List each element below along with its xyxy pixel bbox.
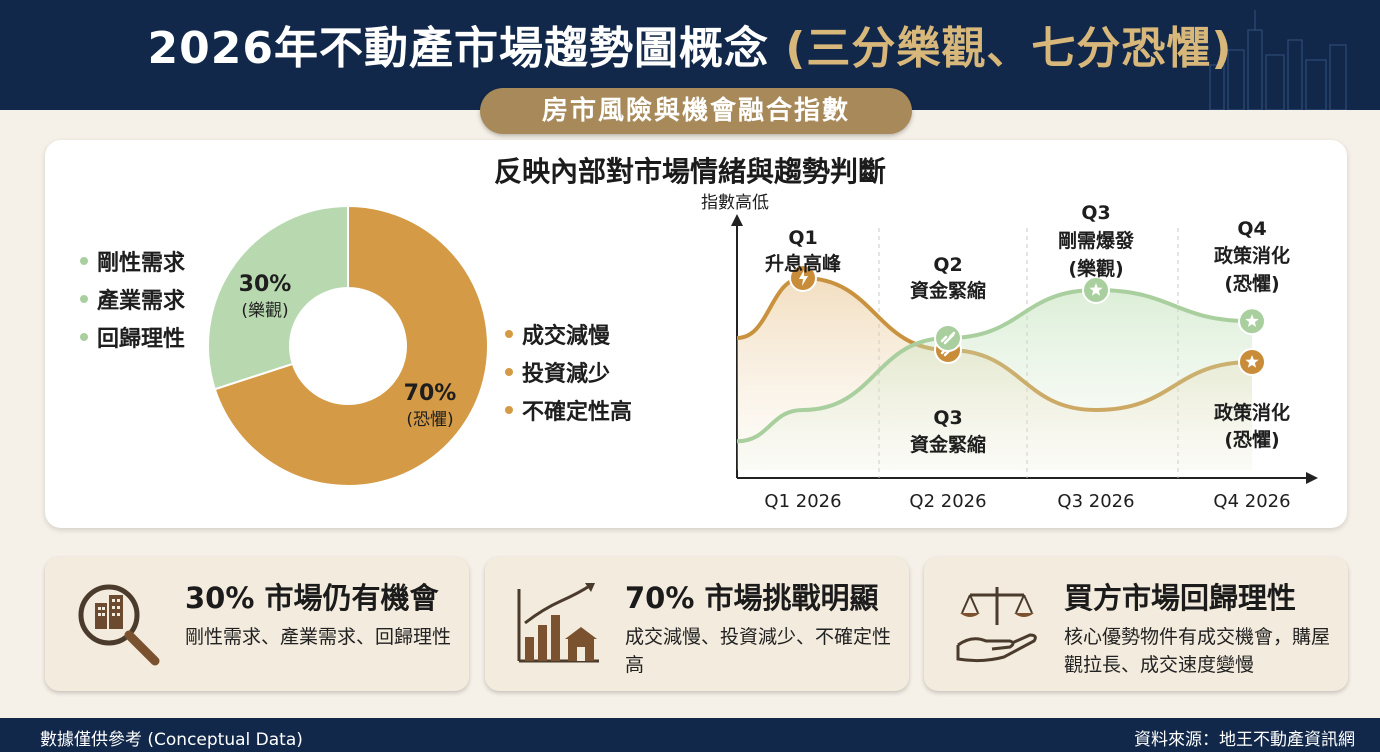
legend-item: 成交減慢 [505,315,632,353]
title-main: 2026年不動產市場趨勢圖概念 [147,23,769,74]
annot-q4-bottom: 政策消化 [1214,401,1290,424]
card-body: 核心優勢物件有成交機會，購屋觀拉長、成交速度變慢 [1064,626,1331,676]
legend-item: 回歸理性 [80,318,185,356]
series-area-1 [737,290,1252,470]
annot-q4-top: Q4 [1237,218,1266,240]
annot-q1-top: Q1 [788,227,817,249]
footer-note: 數據僅供參考 (Conceptual Data) [40,730,303,750]
page-title: 2026年不動產市場趨勢圖概念 (三分樂觀、七分恐懼) [0,12,1380,76]
x-tick-labels: Q1 2026 Q2 2026 Q3 2026 Q4 2026 [764,491,1290,512]
x-tick-label: Q2 2026 [909,491,986,512]
annot-q3-bottom: Q3 [933,407,962,429]
star-icon [1089,283,1103,296]
link-icon [940,331,956,345]
data-point [934,324,962,352]
annot-q4-top-note: (恐懼) [1224,272,1279,295]
y-axis-label: 指數高低 [701,193,769,213]
annot-q2-top-desc: 資金緊縮 [910,279,986,302]
x-tick-label: Q4 2026 [1213,491,1290,512]
optimism-pct-label: 30% [239,272,292,297]
fear-pct-label: 70% [404,381,457,406]
footer: 數據僅供參考 (Conceptual Data) 資料來源：地王不動產資訊網 [0,718,1380,752]
annot-q3-bottom-desc: 資金緊縮 [910,433,986,456]
annot-q1-top-desc: 升息高峰 [765,252,842,275]
header-banner: 2026年不動產市場趨勢圖概念 (三分樂觀、七分恐懼) [0,0,1380,110]
bottom-card-opportunity: 30% 市場仍有機會 剛性需求、產業需求、回歸理性 [45,557,469,691]
bottom-card-buyers: 買方市場回歸理性 核心優勢物件有成交機會，購屋觀拉長、成交速度變慢 [924,557,1348,691]
annot-q4-top-desc: 政策消化 [1214,244,1290,267]
magnifier-buildings-icon [78,584,160,666]
footer-source: 資料來源：地王不動產資訊網 [1134,730,1355,750]
card-title: 70% 市場挑戰明顯 [625,581,879,615]
legend-fear: 成交減慢 投資減少 不確定性高 [505,315,632,429]
star-icon [1245,314,1259,327]
card-heading: 反映內部對市場情緒與趨勢判斷 [493,155,886,188]
donut-slice-恐懼 [213,204,489,487]
annot-q3-top-desc: 剛需爆發 [1058,229,1135,252]
card-title: 買方市場回歸理性 [1064,581,1297,615]
optimism-text-label: (樂觀) [241,301,288,321]
legend-optimism: 剛性需求 產業需求 回歸理性 [80,242,185,356]
x-tick-label: Q1 2026 [764,491,841,512]
annot-q3-top-note: (樂觀) [1068,257,1123,280]
legend-item: 剛性需求 [80,242,185,280]
card-body: 成交減慢、投資減少、不確定性高 [625,626,892,676]
donut-slice-樂觀 [207,204,349,391]
annot-q4-bottom-note: (恐懼) [1224,428,1279,451]
donut-chart [207,204,489,487]
bar-chart-house-icon [517,583,599,663]
legend-item: 投資減少 [505,353,632,391]
legend-item: 產業需求 [80,280,185,318]
subtitle-pill: 房市風險與機會融合指數 [480,88,912,134]
city-skyline-icon [1209,10,1347,110]
title-accent: (三分樂觀、七分恐懼) [785,23,1233,74]
bottom-card-challenge: 70% 市場挑戰明顯 成交減慢、投資減少、不確定性高 [485,557,909,691]
lightning-icon [799,270,808,286]
star-icon [1245,355,1259,368]
annot-q3-top: Q3 [1081,202,1110,224]
fear-text-label: (恐懼) [406,409,453,430]
annot-q2-top: Q2 [933,254,962,276]
scale-hand-icon [956,587,1037,663]
x-tick-label: Q3 2026 [1057,491,1134,512]
card-title: 30% 市場仍有機會 [185,581,439,615]
line-chart [736,264,1266,470]
legend-item: 不確定性高 [505,391,632,429]
card-body: 剛性需求、產業需求、回歸理性 [185,626,452,648]
